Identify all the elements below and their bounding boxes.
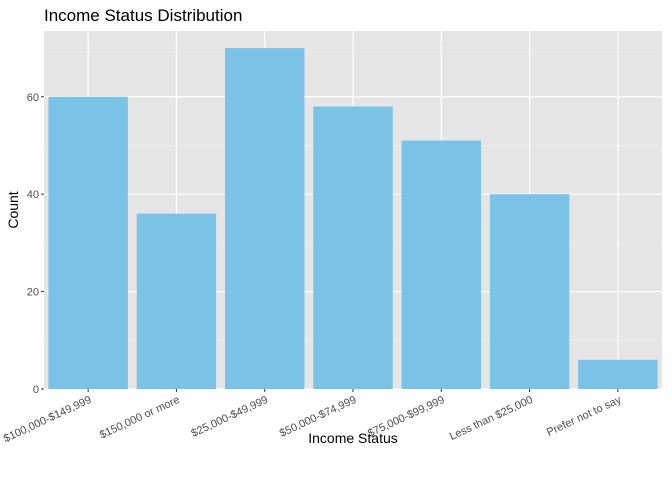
bar bbox=[401, 140, 482, 389]
y-axis-ticks: 0 20 40 60 bbox=[27, 92, 44, 396]
bar bbox=[224, 48, 305, 390]
y-tick-label: 0 bbox=[33, 384, 39, 396]
y-axis-title: Count bbox=[5, 191, 21, 228]
bar bbox=[48, 96, 128, 390]
x-tick-label: Less than $25,000 bbox=[448, 394, 535, 443]
bars bbox=[48, 48, 658, 390]
y-tick-label: 40 bbox=[27, 189, 39, 201]
bar bbox=[578, 359, 658, 389]
x-tick-label: $25,000-$49,999 bbox=[190, 394, 270, 440]
bar bbox=[136, 213, 217, 389]
x-tick-label: Prefer not to say bbox=[545, 394, 624, 439]
bar bbox=[313, 106, 393, 390]
bar bbox=[489, 194, 570, 389]
x-tick-label: $150,000 or more bbox=[98, 394, 182, 442]
chart-title: Income Status Distribution bbox=[44, 6, 242, 25]
x-axis-title: Income Status bbox=[308, 430, 398, 446]
x-tick-label: $100,000-$149,999 bbox=[2, 394, 94, 445]
y-tick-label: 20 bbox=[27, 287, 39, 299]
y-tick-label: 60 bbox=[27, 92, 39, 104]
